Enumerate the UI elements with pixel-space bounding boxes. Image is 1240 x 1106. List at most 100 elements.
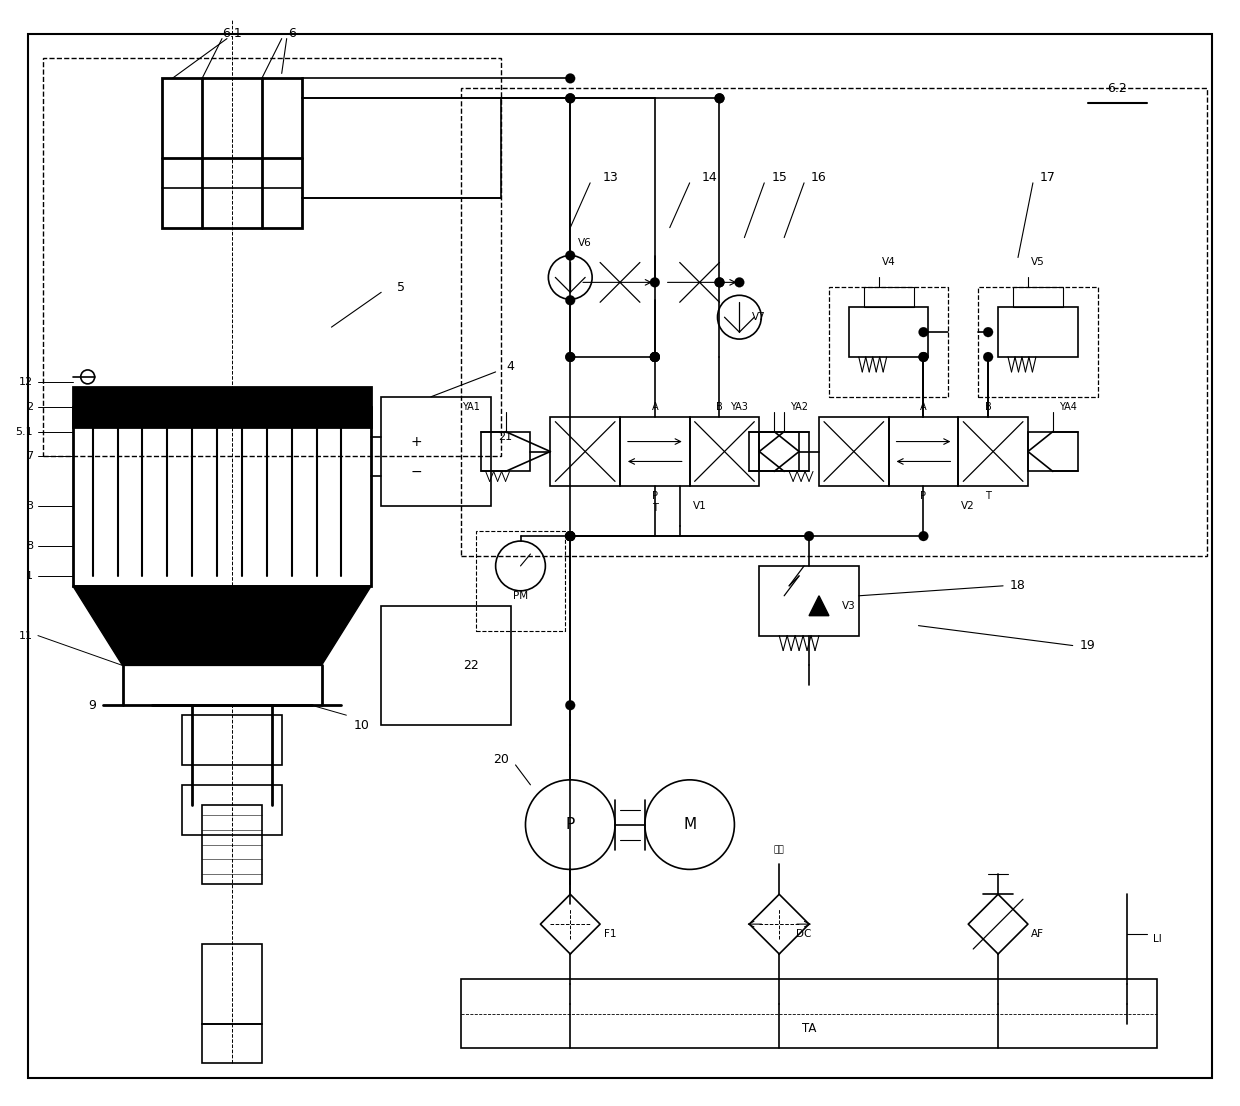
Circle shape — [565, 531, 575, 541]
Text: 7: 7 — [26, 451, 33, 461]
Bar — [73, 407, 371, 586]
Bar — [73, 387, 371, 427]
Circle shape — [565, 531, 575, 541]
Text: A: A — [920, 401, 926, 411]
Text: YA1: YA1 — [461, 401, 480, 411]
Text: AF: AF — [1032, 929, 1044, 939]
Circle shape — [714, 93, 724, 103]
Bar — [830, 288, 949, 397]
Bar — [978, 288, 1097, 397]
Text: 2: 2 — [26, 401, 33, 411]
Text: 11: 11 — [19, 630, 33, 640]
Circle shape — [734, 278, 744, 288]
Text: 22: 22 — [463, 659, 479, 672]
Text: 16: 16 — [811, 171, 827, 185]
Bar — [959, 417, 1028, 487]
Text: M: M — [683, 817, 696, 832]
Bar — [818, 417, 889, 487]
Bar — [551, 417, 620, 487]
Circle shape — [565, 251, 575, 261]
Text: YA2: YA2 — [790, 401, 808, 411]
Circle shape — [919, 352, 929, 362]
Circle shape — [565, 295, 575, 305]
Text: YA4: YA4 — [1059, 401, 1076, 411]
Circle shape — [919, 352, 929, 362]
Text: 9: 9 — [89, 699, 97, 712]
Text: F1: F1 — [604, 929, 616, 939]
Bar — [864, 288, 914, 307]
Text: 1: 1 — [26, 571, 33, 581]
Text: 13: 13 — [603, 171, 618, 185]
Text: TA: TA — [802, 1022, 816, 1035]
Polygon shape — [73, 586, 371, 666]
Text: 8: 8 — [26, 541, 33, 551]
Text: +: + — [410, 435, 422, 449]
Text: P: P — [920, 491, 926, 501]
Circle shape — [983, 327, 993, 337]
Text: DC: DC — [796, 929, 812, 939]
Circle shape — [565, 93, 575, 103]
Circle shape — [714, 278, 724, 288]
Circle shape — [919, 531, 929, 541]
Bar — [889, 417, 959, 487]
Circle shape — [714, 278, 724, 288]
Circle shape — [565, 352, 575, 362]
Text: 21: 21 — [498, 431, 512, 441]
Circle shape — [650, 352, 660, 362]
Circle shape — [565, 93, 575, 103]
Text: 10: 10 — [353, 719, 370, 732]
Bar — [202, 1024, 262, 1064]
Text: YA3: YA3 — [730, 401, 748, 411]
Circle shape — [565, 531, 575, 541]
Bar — [759, 566, 859, 636]
Text: LI: LI — [1153, 935, 1162, 945]
Bar — [749, 431, 799, 471]
Bar — [1028, 431, 1078, 471]
Bar — [1013, 288, 1063, 307]
Text: 滴油: 滴油 — [774, 845, 785, 854]
Bar — [759, 431, 808, 471]
Text: T: T — [652, 503, 657, 513]
Circle shape — [919, 327, 929, 337]
Text: P: P — [565, 817, 575, 832]
Text: V2: V2 — [961, 501, 975, 511]
Text: PM: PM — [513, 591, 528, 601]
Text: 15: 15 — [771, 171, 787, 185]
Bar — [481, 431, 531, 471]
Text: 4: 4 — [507, 361, 515, 374]
Text: A: A — [651, 401, 658, 411]
Bar — [381, 606, 511, 726]
Text: 5.1: 5.1 — [15, 427, 33, 437]
Bar — [202, 945, 262, 1024]
Bar — [182, 716, 281, 765]
Bar — [202, 805, 262, 885]
Bar — [620, 417, 689, 487]
Bar — [849, 307, 929, 357]
Bar — [689, 417, 759, 487]
Circle shape — [804, 531, 813, 541]
Circle shape — [714, 93, 724, 103]
Text: 20: 20 — [492, 753, 508, 766]
Text: P: P — [652, 491, 658, 501]
Text: 12: 12 — [19, 377, 33, 387]
Text: 6.2: 6.2 — [1107, 82, 1127, 95]
Circle shape — [565, 531, 575, 541]
Circle shape — [565, 700, 575, 710]
Circle shape — [565, 73, 575, 83]
Text: 17: 17 — [1040, 171, 1055, 185]
Text: V1: V1 — [693, 501, 707, 511]
Text: V7: V7 — [753, 312, 766, 322]
Circle shape — [565, 531, 575, 541]
Bar — [461, 88, 1207, 556]
Text: 18: 18 — [1011, 580, 1025, 593]
Bar — [998, 307, 1078, 357]
Text: 3: 3 — [26, 501, 33, 511]
Text: 14: 14 — [702, 171, 718, 185]
Bar — [476, 531, 565, 630]
Text: V5: V5 — [1030, 258, 1045, 268]
Bar — [381, 397, 491, 507]
Text: V4: V4 — [882, 258, 895, 268]
Text: B: B — [717, 401, 723, 411]
Text: 19: 19 — [1080, 639, 1095, 653]
Circle shape — [650, 278, 660, 288]
